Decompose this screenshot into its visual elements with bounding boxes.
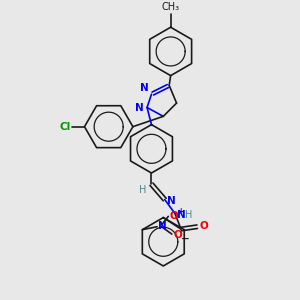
Text: N: N [167,196,175,206]
Text: N: N [135,103,143,113]
Text: N: N [177,210,186,220]
Text: O: O [200,221,208,231]
Text: H: H [185,210,192,220]
Text: Cl: Cl [59,122,70,132]
Text: H: H [139,184,146,194]
Text: CH₃: CH₃ [161,2,179,13]
Text: O: O [170,211,178,221]
Text: +: + [178,208,184,217]
Text: N: N [140,83,148,93]
Text: N: N [158,221,167,231]
Text: O: O [173,230,182,240]
Text: −: − [181,233,190,244]
